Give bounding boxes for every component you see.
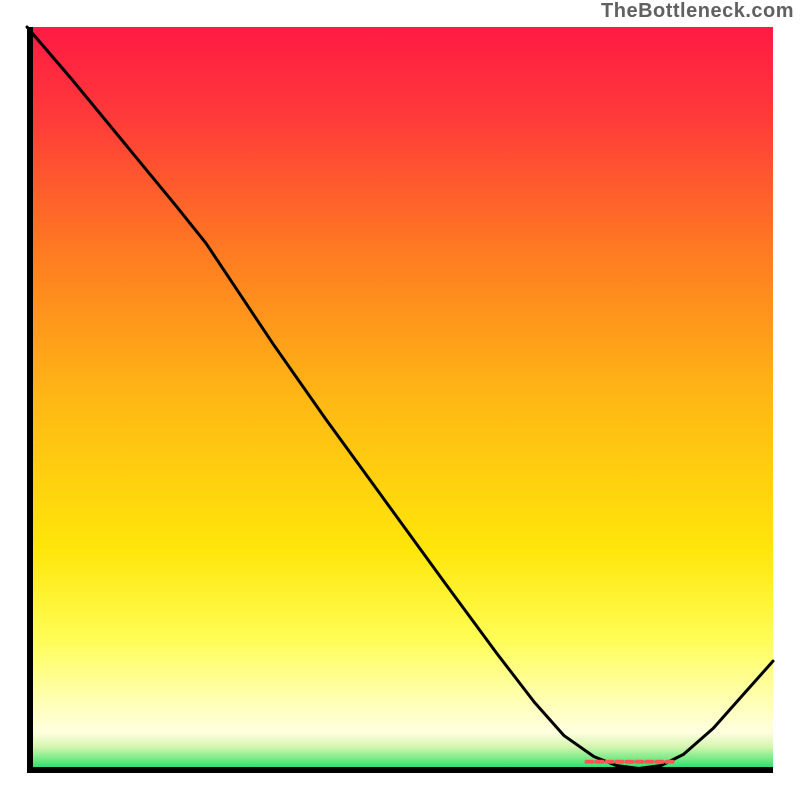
- y-axis-line: [27, 27, 33, 773]
- x-axis-line: [27, 767, 773, 773]
- chart-container: TheBottleneck.com: [0, 0, 800, 800]
- watermark-text: TheBottleneck.com: [601, 0, 794, 23]
- plot-area: [27, 27, 773, 773]
- min-marker: [27, 27, 773, 773]
